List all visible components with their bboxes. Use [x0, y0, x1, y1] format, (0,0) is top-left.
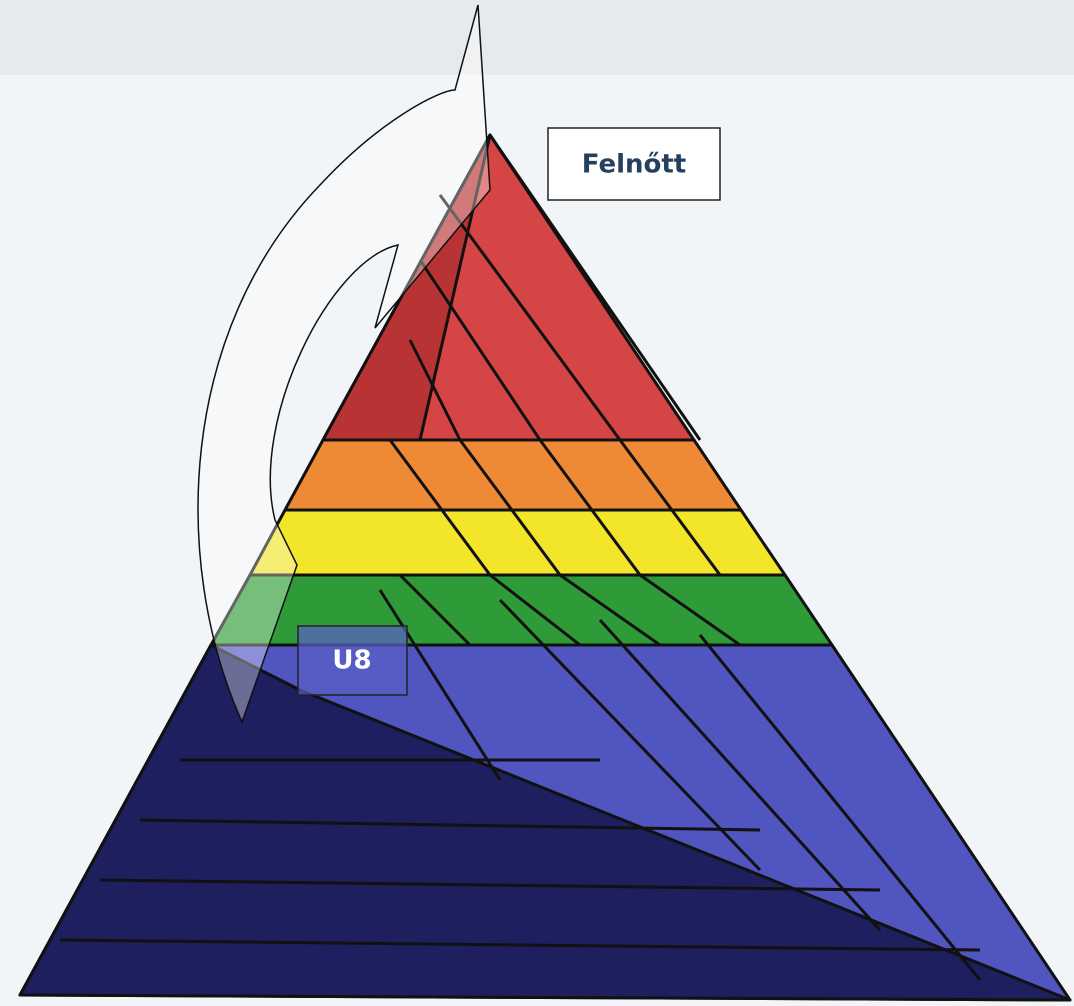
layer-lines — [59, 134, 982, 981]
navy-face — [18, 643, 1072, 1002]
top-label: Felnőtt — [582, 150, 686, 180]
top-label-box — [547, 127, 721, 201]
arrow — [197, 4, 491, 725]
bottom-label-box — [297, 625, 408, 696]
top-band — [0, 0, 1074, 75]
bottom-label: U8 — [332, 646, 371, 676]
orange-layer — [283, 438, 743, 512]
